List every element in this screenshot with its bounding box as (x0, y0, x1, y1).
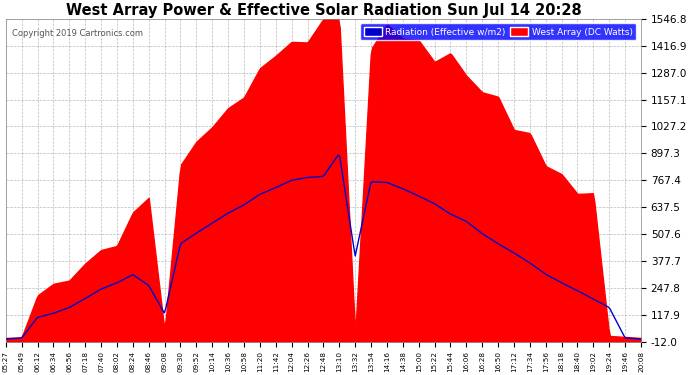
Title: West Array Power & Effective Solar Radiation Sun Jul 14 20:28: West Array Power & Effective Solar Radia… (66, 3, 581, 18)
Text: Copyright 2019 Cartronics.com: Copyright 2019 Cartronics.com (12, 28, 143, 38)
Legend: Radiation (Effective w/m2), West Array (DC Watts): Radiation (Effective w/m2), West Array (… (360, 24, 636, 40)
